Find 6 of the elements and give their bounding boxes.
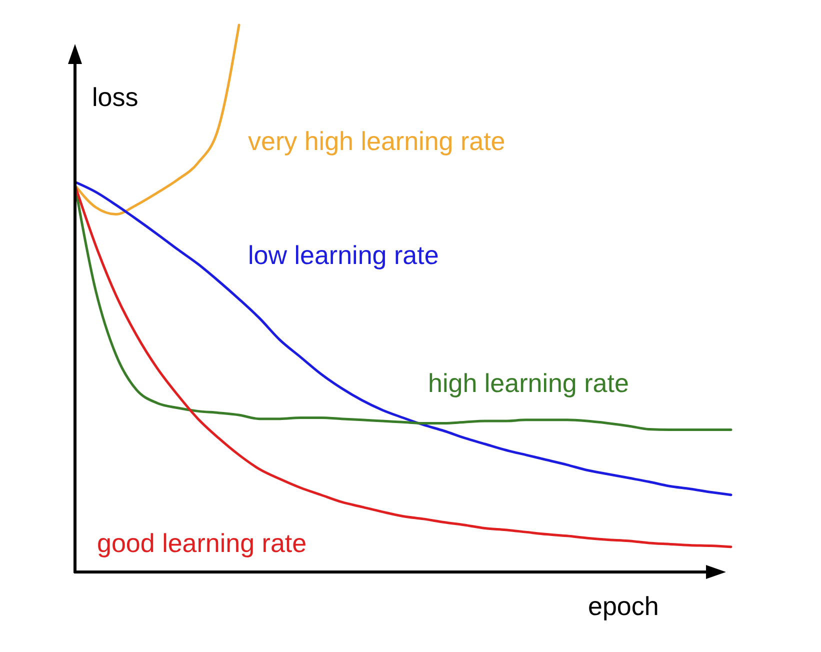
series-label: low learning rate — [248, 240, 439, 270]
series-label: high learning rate — [428, 368, 629, 398]
series-label: good learning rate — [97, 528, 307, 558]
y-axis-title: loss — [92, 82, 138, 112]
series-label: very high learning rate — [248, 126, 506, 156]
x-axis-title: epoch — [588, 591, 659, 621]
